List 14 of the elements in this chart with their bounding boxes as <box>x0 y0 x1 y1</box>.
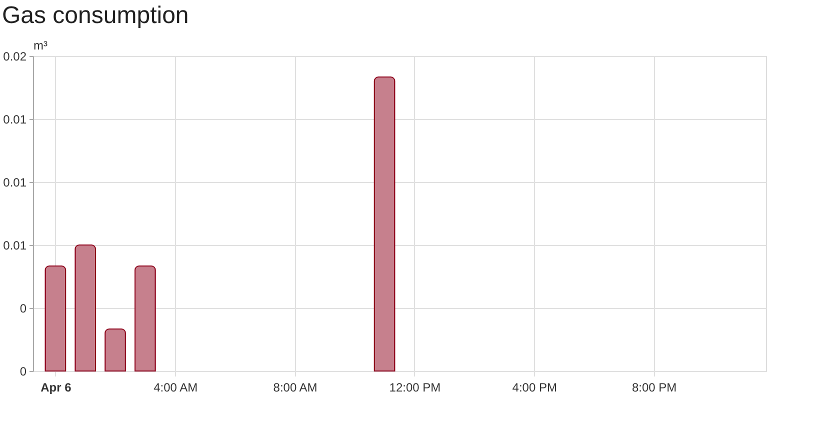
y-tick-label: 0.02 <box>3 50 27 64</box>
y-tick-label: 0 <box>20 364 27 378</box>
y-tick-label: 0 <box>20 302 27 316</box>
y-tick-label: 0.01 <box>3 112 27 126</box>
y-tick-label: 0.01 <box>3 176 27 190</box>
x-tick-label: 12:00 PM <box>389 380 441 394</box>
x-tick-label: 4:00 PM <box>512 380 557 394</box>
y-tick-label: 0.01 <box>3 238 27 252</box>
x-tick-label: 4:00 AM <box>154 380 198 394</box>
x-tick-label: Apr 6 <box>40 380 72 394</box>
chart-title: Gas consumption <box>2 2 189 29</box>
x-tick-label: 8:00 AM <box>273 380 318 394</box>
x-tick-label: 8:00 PM <box>632 380 677 394</box>
y-axis-title: m³ <box>34 38 48 52</box>
